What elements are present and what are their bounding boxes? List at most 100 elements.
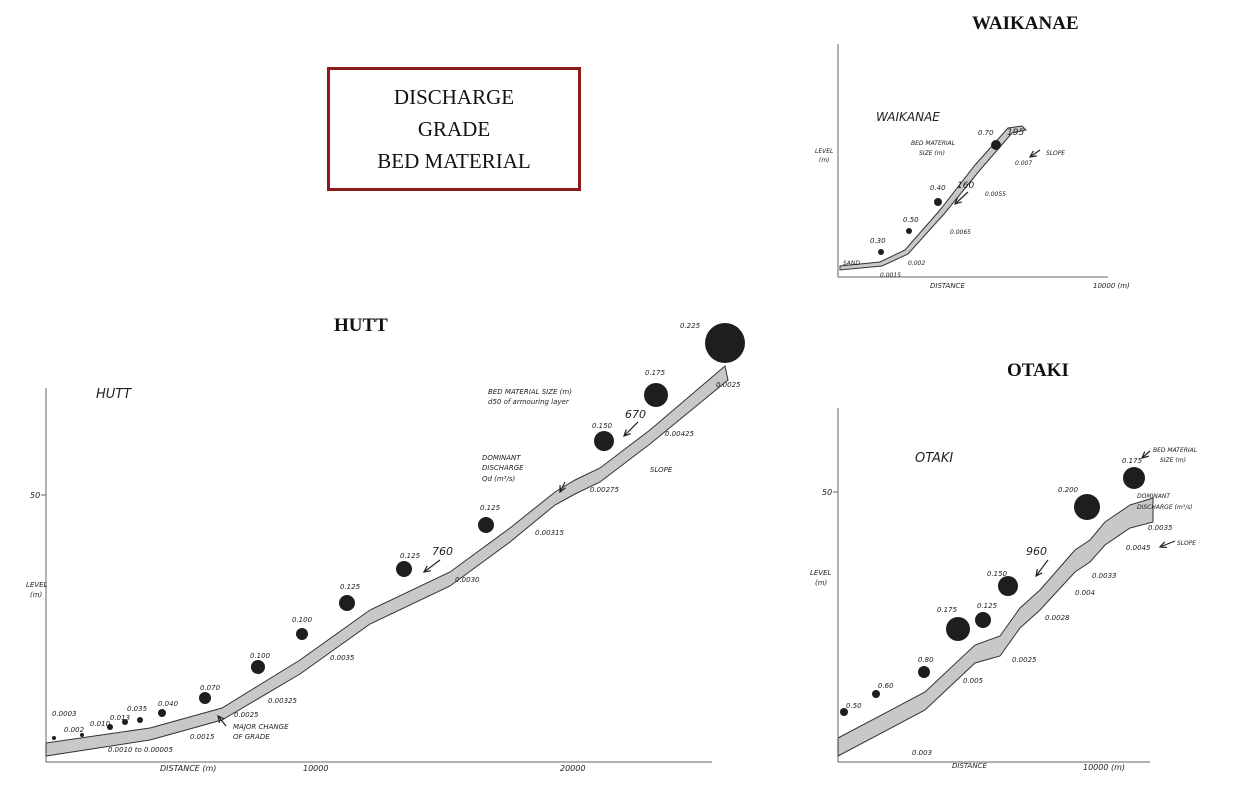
hutt-ylabel-unit: (m) [30,591,43,599]
waikanae-size-label: 0.50 [903,216,919,224]
otaki-size-label: 0.150 [987,570,1008,578]
waikanae-note-sand: SAND [843,260,860,267]
otaki-note-material: BED MATERIAL [1153,447,1197,454]
waikanae-slope-label: 0.002 [908,260,925,267]
hutt-bed-material-dot [478,517,494,533]
waikanae-slope-label: 0.0065 [950,229,971,236]
hutt-bed-material-dot [199,692,211,704]
hutt-arrow-grade [217,715,227,727]
waikanae-size-label: 0.30 [870,237,886,245]
hutt-y-tick-label: 50 [30,491,40,500]
otaki-profile-band [837,497,1154,757]
otaki-size-label: 0.125 [977,602,998,610]
hutt-bed-material-dot [339,595,355,611]
otaki-note-discharge-unit: DISCHARGE (m³/s) [1137,504,1193,511]
waikanae-bed-material-dot [991,140,1001,150]
otaki-y-tick-label: 50 [822,488,832,497]
hutt-bed-material-dot [158,709,166,717]
otaki-bed-material-dot [1074,494,1100,520]
otaki-bed-material-dot [918,666,930,678]
waikanae-arrow-160-head [953,197,962,205]
waikanae-axes [837,44,1108,278]
waikanae-ylabel-unit: (m) [819,157,830,164]
otaki-inner-label: OTAKI [915,451,953,466]
hutt-note-grade-2: OF GRADE [233,733,270,741]
hutt-bed-material-dot [296,628,308,640]
hutt-arrow-discharge [559,481,566,493]
otaki-slope-label: 0.0035 [1148,524,1173,532]
hutt-discharge-760: 760 [432,545,453,558]
waikanae-note-material-sub: SIZE (m) [919,150,945,157]
waikanae-bed-material-dot [934,198,942,206]
hutt-size-label: 0.150 [592,422,613,430]
hutt-axes [45,388,712,763]
hutt-slope-label: 0.0025 [716,381,741,389]
waikanae-slope-label: 0.007 [1015,160,1032,167]
waikanae-arrow-slope [1029,149,1041,158]
otaki-slope-label: 0.0025 [1012,656,1037,664]
hutt-x-tick-20000: 20000 [560,764,585,773]
hutt-discharge-670: 670 [625,408,646,421]
topic-discharge: DISCHARGE [393,85,515,109]
hutt-slope-label: 0.00425 [665,430,694,438]
waikanae-xlabel: DISTANCE [930,282,965,290]
waikanae-discharge-160: 160 [957,181,974,191]
hutt-size-label: 0.225 [680,322,701,330]
hutt-bed-material-dot [52,736,56,740]
hutt-note-material: BED MATERIAL SIZE (m) [488,388,572,396]
hutt-profile-band [45,365,729,757]
hutt-bed-material-dot [594,431,614,451]
hutt-ylabel: LEVEL [26,581,48,589]
hutt-title: HUTT [334,315,388,336]
waikanae-slope-label: 0.0055 [985,191,1006,198]
waikanae-note-material: BED MATERIAL [911,140,955,147]
hutt-size-label: 0.100 [250,652,271,660]
waikanae-bed-material-dot [906,228,912,234]
hutt-slope-label: 0.0015 [190,733,215,741]
otaki-bed-material-dot [998,576,1018,596]
hutt-xlabel: DISTANCE (m) [160,764,216,773]
hutt-slope-label: 0.00325 [268,697,297,705]
topic-bed-material: BED MATERIAL [377,149,531,173]
hutt-arrow-670 [623,421,639,437]
otaki-size-label: 0.50 [846,702,862,710]
hutt-bed-material-dot [107,724,113,730]
hutt-size-label: 0.002 [64,726,85,734]
otaki-arrow-960-head [1035,569,1043,578]
hutt-bed-material-dot [396,561,412,577]
waikanae-arrow-160 [954,191,969,205]
waikanae-discharge-195: 195 [1007,128,1024,138]
otaki-size-label: 0.175 [1122,457,1143,465]
hutt-size-label: 0.035 [127,705,148,713]
otaki-x-tick: 10000 (m) [1083,763,1125,772]
hutt-size-label: 0.070 [200,684,221,692]
hutt-note-discharge-unit: Qd (m³/s) [482,475,516,483]
waikanae-size-label: 0.70 [978,129,994,137]
topic-box: DISCHARGE GRADE BED MATERIAL [327,67,581,191]
hutt-size-label: 0.125 [480,504,501,512]
otaki-slope-label: 0.0028 [1045,614,1070,622]
waikanae-note-slope: SLOPE [1046,150,1065,157]
otaki-size-label: 0.60 [878,682,894,690]
waikanae-bed-material-dot [878,249,884,255]
hutt-slope-label: 0.00315 [535,529,564,537]
hutt-bed-material-dot [80,733,84,737]
otaki-size-label: 0.80 [918,656,934,664]
waikanae-profile-band [839,125,1028,271]
otaki-title: OTAKI [1007,360,1069,381]
hutt-note-discharge-2: DISCHARGE [482,464,524,472]
otaki-slope-label: 0.0045 [1126,544,1151,552]
otaki-slope-label: 0.0033 [1092,572,1117,580]
otaki-size-label: 0.200 [1058,486,1079,494]
hutt-arrow-discharge-head [559,484,566,494]
otaki-arrow-material [1141,450,1151,459]
hutt-size-label: 0.125 [400,552,421,560]
waikanae-size-label: 0.40 [930,184,946,192]
hutt-slope-label: 0.0010 to 0.00005 [108,746,173,754]
waikanae-slope-label: 0.0015 [880,272,901,279]
hutt-arrow-grade-head [217,714,225,723]
hutt-arrow-760 [423,559,441,573]
hutt-slope-label: 0.00275 [590,486,619,494]
hutt-size-label: 0.013 [110,714,130,722]
